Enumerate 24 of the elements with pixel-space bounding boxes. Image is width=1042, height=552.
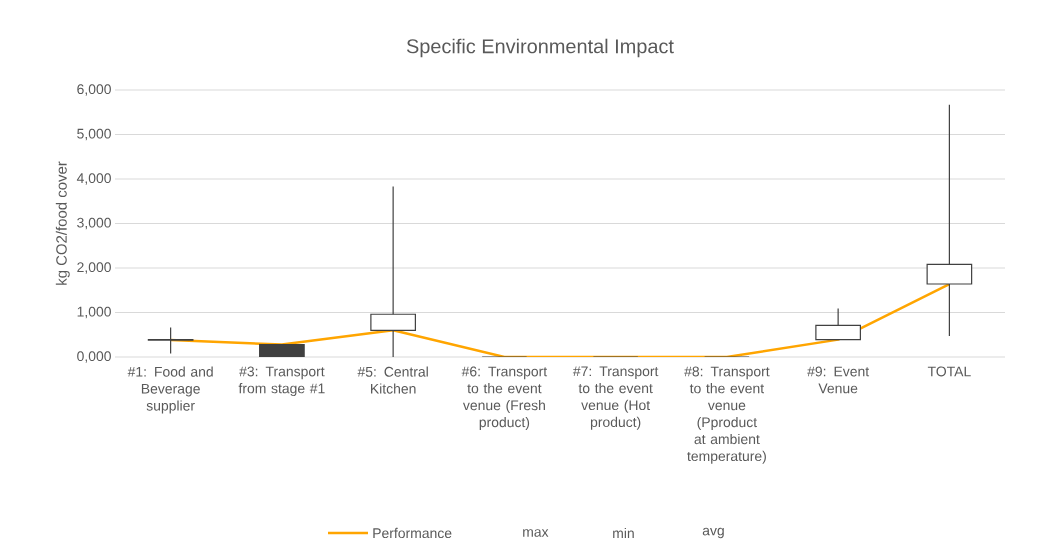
y-tick-label: 2,000 [77,262,111,274]
y-tick-label: 4,000 [76,173,111,185]
x-tick-label: #5: Central Kitchen [357,366,428,394]
y-tick-label: 0,000 [77,351,111,363]
text: max [523,529,549,537]
y-tick-label: 1,000 [77,306,111,319]
candlestick [926,104,973,337]
x-tick-label: #3: Transport from stage #1 [238,366,325,397]
x-tick-label: #7: Transport to the event venue (Hot product) [572,366,659,430]
x-tick-label: #1: Food and Beverage supplier [127,366,213,414]
x-tick-label: #6: Transport to the event venue (Fresh product) [461,366,548,430]
y-tick-label: 3,000 [77,217,111,230]
candlestick [370,185,416,357]
chart-title: Specific Environmental Impact [406,38,674,58]
x-tick-label: #9: Event Venue [807,366,870,394]
x-tick-label: #8: Transport to the event venue (Pproduct at ambient temperature) [684,366,770,464]
legend-label: Performance [373,527,452,539]
text: avg [702,527,724,539]
candlestick [147,327,194,355]
x-tick-label: TOTAL [927,366,971,377]
y-axis-title: kg CO2/food cover [55,161,70,285]
y-tick-label: 5,000 [77,128,111,141]
y-tick-label: 6,000 [77,84,111,96]
text: min [613,527,634,539]
